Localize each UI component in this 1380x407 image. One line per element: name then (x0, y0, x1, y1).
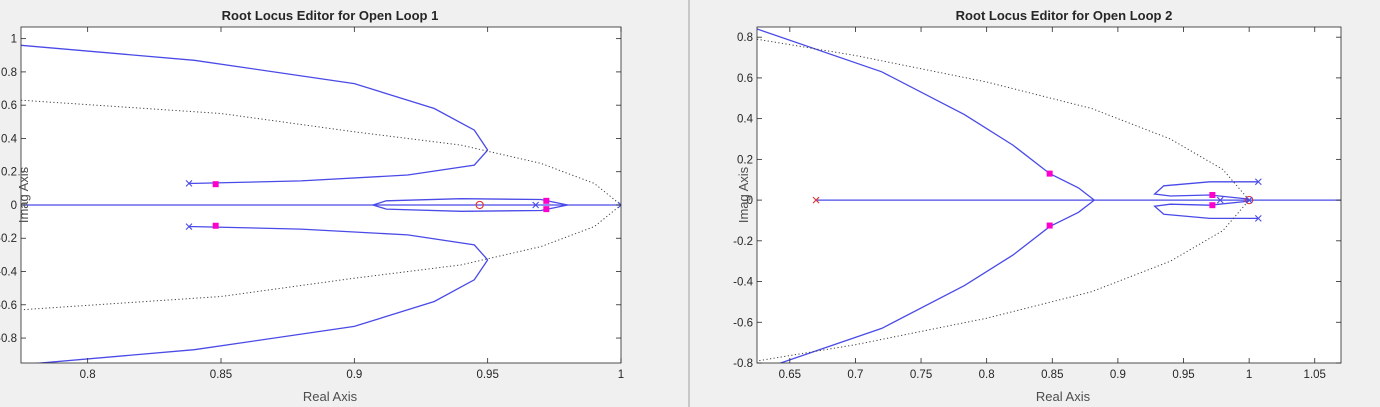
y-axis-label: Imag Axis (16, 166, 31, 223)
y-tick-label: 0.4 (1, 133, 18, 145)
y-tick-label: 0.2 (1, 167, 17, 179)
x-tick-label: 0.9 (1110, 369, 1126, 381)
y-tick-label: -0.6 (0, 300, 17, 312)
plot-data (21, 44, 621, 363)
zero-marker (1244, 195, 1254, 205)
open-loop-pole-marker (1245, 196, 1253, 204)
x-tick-label: 0.85 (1041, 369, 1063, 381)
locus-branch-2 (189, 149, 489, 185)
x-tick-label: 0.9 (346, 369, 362, 381)
locus-branch-3 (33, 259, 489, 363)
chart-title: Root Locus Editor for Open Loop 1 (222, 8, 439, 23)
x-tick-label: 0.85 (210, 369, 232, 381)
y-tick-label: 0 (11, 200, 17, 212)
axes-frame (20, 26, 622, 364)
y-tick-label: -0.8 (0, 333, 17, 345)
x-tick-label: 0.95 (1172, 369, 1194, 381)
root-locus-panel-2: 0.65 0.7 0.75 0.8 0.85 0.9 0.95 1 1.05 0.8 0.6 0.4 0… (733, 8, 1342, 404)
open-loop-pole-marker (1254, 215, 1262, 222)
open-loop-pole-marker (185, 223, 193, 230)
y-tick-label: 0 (747, 195, 753, 207)
plot-area (21, 27, 621, 363)
closed-loop-pole-marker[interactable] (212, 181, 219, 188)
open-loop-pole-marker (185, 179, 193, 187)
open-loop-pole-marker (617, 201, 621, 209)
x-tick-label: 0.75 (910, 369, 932, 381)
closed-loop-pole-marker[interactable] (212, 222, 219, 229)
y-tick-label: 1 (11, 34, 17, 46)
damping-boundary-line (757, 38, 1250, 362)
locus-branch-1 (21, 44, 489, 151)
y-tick-label: 0.8 (737, 32, 753, 44)
closed-loop-pole-marker[interactable] (1046, 222, 1053, 229)
closed-loop-pole-marker[interactable] (1209, 202, 1216, 209)
x-axis-label: Real Axis (303, 389, 358, 404)
y-tick-label: -0.2 (0, 233, 17, 245)
closed-loop-pole-marker[interactable] (1046, 170, 1053, 177)
x-axis-label: Real Axis (1036, 389, 1091, 404)
closed-loop-pole-marker[interactable] (543, 206, 550, 213)
x-tick-label: 0.8 (979, 369, 995, 381)
y-tick-label: 0.2 (737, 154, 753, 166)
x-tick-label: 1 (618, 369, 624, 381)
x-tick-label: 1 (1246, 369, 1252, 381)
open-loop-pole-marker (812, 196, 820, 204)
y-tick-label: -0.6 (733, 317, 753, 329)
y-tick-label: 0.4 (737, 114, 754, 126)
damping-boundary-line (21, 99, 621, 311)
y-tick-label: 0.8 (1, 67, 17, 79)
closed-loop-pole-marker[interactable] (1209, 192, 1216, 198)
x-tick-label: 0.8 (80, 369, 96, 381)
open-loop-pole-marker (532, 201, 540, 209)
locus-branch-2 (778, 199, 1095, 363)
y-tick-label: -0.4 (733, 277, 753, 289)
x-tick-label: 0.65 (779, 369, 801, 381)
axes-frame (756, 26, 1342, 364)
plot-data (757, 28, 1341, 363)
open-loop-pole-marker (1254, 178, 1262, 186)
locus-branch-6 (372, 198, 568, 212)
y-tick-label: -0.2 (733, 236, 753, 248)
zero-marker (475, 200, 484, 210)
chart-title: Root Locus Editor for Open Loop 2 (956, 8, 1173, 23)
y-tick-label: 0.6 (737, 73, 753, 85)
plot-area (757, 27, 1341, 363)
x-tick-label: 0.7 (847, 369, 863, 381)
y-tick-label: 0.6 (1, 100, 17, 112)
y-tick-label: -0.4 (0, 267, 18, 279)
root-locus-panel-1: 0.8 0.85 0.9 0.95 1 1 0.8 0.6 0.4 0.2 0 -0.2 -0.4 -0.… (0, 8, 624, 404)
x-tick-label: 0.95 (476, 369, 498, 381)
open-loop-pole-marker (1216, 196, 1224, 204)
locus-branch-4 (189, 225, 489, 261)
x-tick-label: 1.05 (1304, 369, 1326, 381)
locus-branch-1 (757, 28, 1095, 201)
closed-loop-pole-marker[interactable] (543, 197, 550, 204)
y-tick-label: -0.8 (733, 358, 753, 370)
y-axis-label: Imag Axis (736, 166, 751, 223)
